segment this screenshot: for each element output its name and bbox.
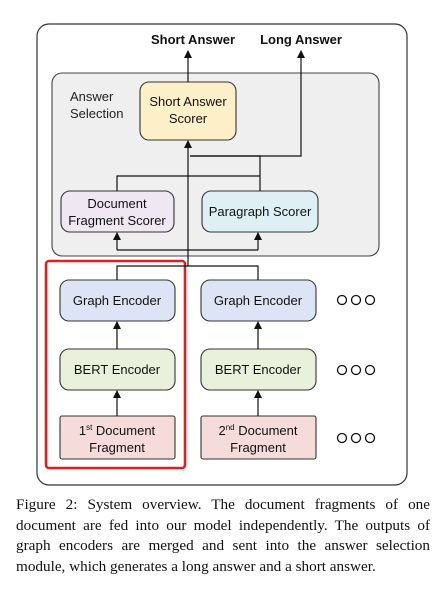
more-graph-encoders-ellipsis bbox=[336, 294, 376, 306]
document-fragment-2-line2: Fragment bbox=[230, 440, 286, 455]
more-fragments-ellipsis bbox=[336, 432, 376, 444]
paragraph-scorer-label: Paragraph Scorer bbox=[209, 204, 312, 219]
short-answer-scorer-line2: Scorer bbox=[169, 111, 208, 126]
system-diagram: Answer Selection Short Answer Long Answe… bbox=[36, 23, 408, 486]
figure-caption: Figure 2: System overview. The document … bbox=[16, 496, 430, 575]
document-fragment-1-line1: 1st Document bbox=[79, 423, 156, 438]
answer-selection-label-line1: Answer bbox=[70, 89, 114, 104]
merge-connectors bbox=[113, 140, 262, 280]
short-answer-output-label: Short Answer bbox=[151, 32, 235, 47]
long-answer-output-label: Long Answer bbox=[260, 32, 342, 47]
answer-selection-label-line2: Selection bbox=[70, 106, 123, 121]
short-answer-scorer-line1: Short Answer bbox=[149, 94, 227, 109]
fragment-1-highlight-box bbox=[44, 259, 187, 470]
encoder-arrows bbox=[113, 321, 262, 416]
graph-encoder-2-label: Graph Encoder bbox=[214, 293, 303, 308]
document-fragment-2-line1: 2nd Document bbox=[218, 423, 297, 438]
more-bert-encoders-ellipsis bbox=[336, 364, 376, 376]
document-fragment-scorer-line2: Fragment Scorer bbox=[68, 213, 166, 228]
bert-encoder-2-label: BERT Encoder bbox=[215, 362, 302, 377]
output-arrows bbox=[184, 50, 305, 157]
bert-encoder-1-label: BERT Encoder bbox=[74, 362, 161, 377]
document-fragment-scorer-line1: Document bbox=[87, 196, 147, 211]
graph-encoder-1-label: Graph Encoder bbox=[73, 293, 162, 308]
document-fragment-1-line2: Fragment bbox=[89, 440, 145, 455]
